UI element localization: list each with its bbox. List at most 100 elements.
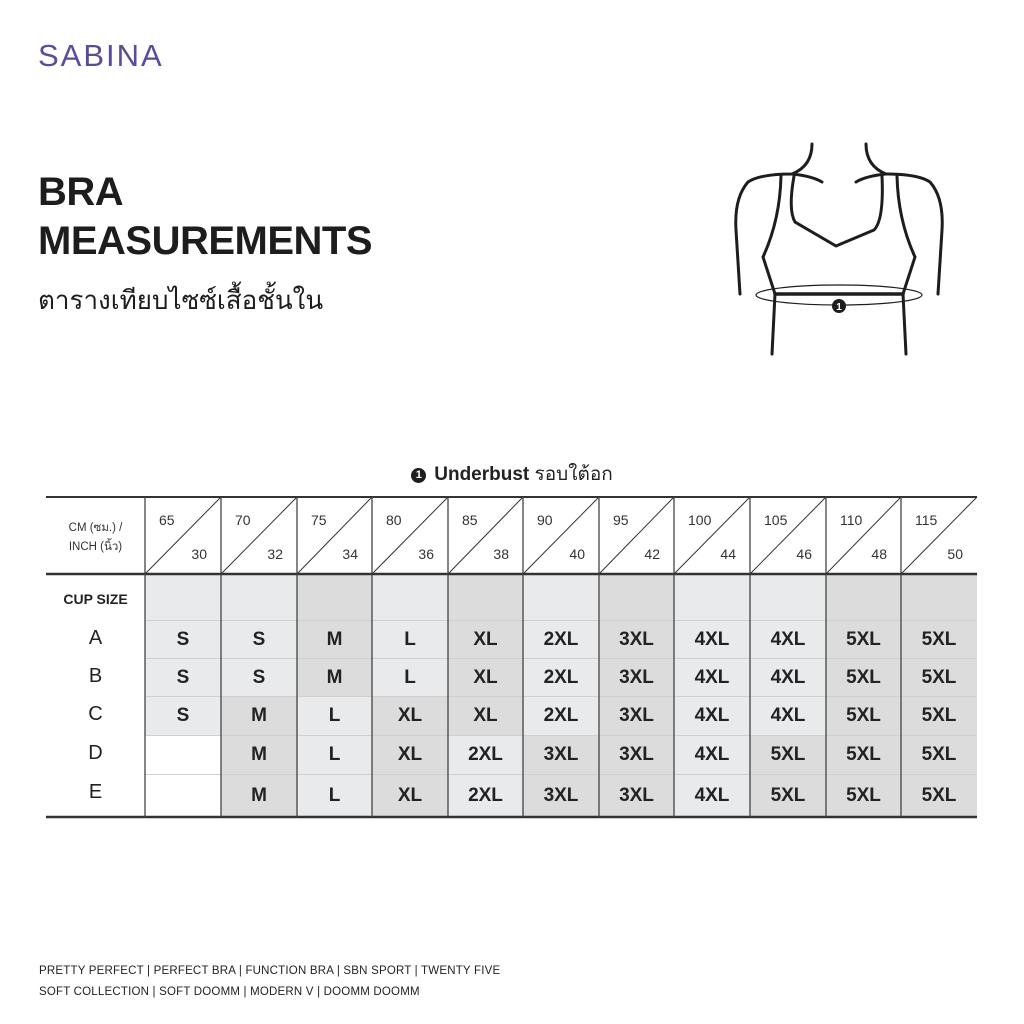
size-cell: XL	[448, 658, 523, 696]
header-diagonal	[673, 496, 751, 575]
size-cell: XL	[448, 620, 523, 658]
footer-collections-line1: PRETTY PERFECT | PERFECT BRA | FUNCTION …	[39, 965, 501, 977]
inch-value: 30	[191, 546, 207, 562]
header-diagonal	[598, 496, 675, 575]
legend-number-badge: 1	[411, 468, 427, 483]
size-cell: 5XL	[750, 735, 826, 774]
page-title-line2: MEASUREMENTS	[38, 219, 373, 263]
size-cell: 5XL	[901, 620, 977, 658]
size-cell: L	[372, 620, 448, 658]
inch-value: 50	[947, 546, 963, 562]
size-cell: 3XL	[599, 774, 674, 817]
cm-value: 75	[311, 512, 327, 528]
corner-label-inch: INCH (นิ้ว)	[68, 541, 123, 553]
size-cell: 3XL	[523, 774, 599, 817]
inch-value: 32	[267, 546, 283, 562]
size-cell: 4XL	[750, 658, 826, 696]
size-cell: 2XL	[523, 696, 599, 735]
cm-value: 90	[537, 512, 553, 528]
inch-value: 34	[342, 546, 358, 562]
page-subtitle-thai: ตารางเทียบไซซ์เสื้อชั้นใน	[38, 285, 324, 315]
cup-label-c: C	[88, 703, 103, 725]
cup-header-cell	[145, 575, 221, 620]
cup-header-cell	[523, 575, 599, 620]
size-cell: 3XL	[599, 658, 674, 696]
cup-header-cell	[372, 575, 448, 620]
size-cell: S	[145, 696, 221, 735]
cup-header-cell	[750, 575, 826, 620]
size-cell: 5XL	[826, 735, 901, 774]
corner-label-cm: CM (ซม.) /	[68, 522, 123, 534]
size-cell: XL	[372, 774, 448, 817]
inch-value: 48	[871, 546, 887, 562]
header-diagonal	[296, 496, 373, 575]
size-cell: 4XL	[750, 620, 826, 658]
size-cell: S	[221, 658, 297, 696]
size-cell: 4XL	[674, 658, 750, 696]
size-cell: 4XL	[674, 696, 750, 735]
size-cell: 5XL	[750, 774, 826, 817]
cup-header-cell	[221, 575, 297, 620]
header-diagonal	[825, 496, 902, 575]
brand-logo: SABINA	[38, 38, 164, 73]
size-cell: 3XL	[599, 696, 674, 735]
legend-label-thai: รอบใต้อก	[534, 464, 613, 485]
size-cell: L	[297, 774, 372, 817]
size-cell: 5XL	[901, 774, 977, 817]
size-cell: 5XL	[826, 696, 901, 735]
inch-value: 42	[644, 546, 660, 562]
size-cell: 4XL	[674, 735, 750, 774]
size-cell: 5XL	[901, 696, 977, 735]
cup-header-cell	[599, 575, 674, 620]
size-cell: XL	[372, 696, 448, 735]
illustration-marker: 1	[836, 302, 842, 313]
cup-header-cell	[901, 575, 977, 620]
size-cell: 5XL	[901, 735, 977, 774]
size-cell	[145, 735, 221, 774]
inch-value: 38	[493, 546, 509, 562]
cm-value: 65	[159, 512, 175, 528]
size-cell: M	[221, 735, 297, 774]
size-cell: 2XL	[448, 774, 523, 817]
cm-value: 80	[386, 512, 402, 528]
size-cell: 3XL	[599, 735, 674, 774]
size-cell: 4XL	[750, 696, 826, 735]
size-cell: M	[221, 774, 297, 817]
size-cell: 5XL	[826, 620, 901, 658]
size-cell: S	[145, 620, 221, 658]
page-title-line1: BRA	[38, 170, 124, 214]
inch-value: 36	[418, 546, 434, 562]
header-diagonal	[749, 496, 827, 575]
size-cell: M	[297, 620, 372, 658]
inch-value: 40	[569, 546, 585, 562]
size-cell: S	[145, 658, 221, 696]
cm-value: 105	[764, 512, 788, 528]
cup-header-cell	[448, 575, 523, 620]
cup-label-d: D	[88, 742, 103, 764]
header-diagonal	[371, 496, 449, 575]
size-cell: 3XL	[523, 735, 599, 774]
size-cell: 5XL	[901, 658, 977, 696]
header-diagonal	[522, 496, 600, 575]
size-cell: S	[221, 620, 297, 658]
cm-value: 95	[613, 512, 629, 528]
cup-size-label: CUP SIZE	[63, 591, 128, 607]
cm-value: 110	[840, 512, 863, 528]
cm-value: 85	[462, 512, 478, 528]
cm-value: 115	[915, 512, 938, 528]
size-cell: 2XL	[448, 735, 523, 774]
size-cell: 4XL	[674, 620, 750, 658]
size-cell: 2XL	[523, 620, 599, 658]
header-diagonal	[900, 496, 978, 575]
legend-label: Underbust	[434, 464, 530, 485]
size-cell: 3XL	[599, 620, 674, 658]
footer-collections-line2: SOFT COLLECTION | SOFT DOOMM | MODERN V …	[39, 986, 420, 998]
size-cell: M	[297, 658, 372, 696]
cup-header-cell	[297, 575, 372, 620]
legend-underbust: 1 Underbust รอบใต้อก	[0, 459, 1024, 489]
inch-value: 44	[720, 546, 736, 562]
size-cell: 5XL	[826, 658, 901, 696]
size-cell: L	[297, 735, 372, 774]
